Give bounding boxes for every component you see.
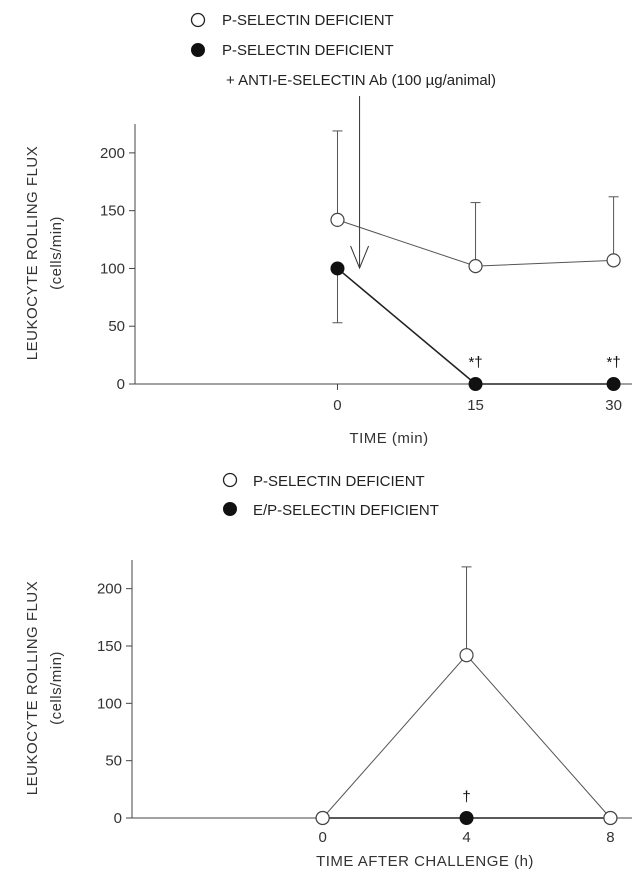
x-tick-label: 4 (462, 829, 470, 846)
panel-b-y-ticks: 0 50 100 150 200 (97, 581, 132, 827)
arrow-head (350, 245, 370, 270)
y-tick-label: 50 (105, 753, 122, 770)
data-point-open (330, 212, 345, 228)
data-point-open (603, 810, 618, 826)
y-tick-label: 200 (97, 581, 122, 598)
panel-a-axes: 0 50 100 150 200 0 15 30 LEUKOCYTE ROLLING FLU… (24, 124, 632, 447)
x-tick-label: 15 (467, 397, 484, 414)
legend-open-circle-icon (190, 12, 206, 28)
y-tick-label: 100 (97, 695, 122, 712)
significance-annotation: † (462, 788, 470, 805)
panel-a-legend: P-SELECTIN DEFICIENT P-SELECTIN DEFICIEN… (190, 12, 496, 89)
data-point-open (315, 810, 330, 826)
data-point-filled (330, 261, 345, 276)
y-tick-label: 150 (97, 638, 122, 655)
panel-b-xlabel: TIME AFTER CHALLENGE (h) (316, 853, 534, 870)
legend-label-2: E/P-SELECTIN DEFICIENT (253, 502, 439, 519)
significance-annotation: *† (468, 354, 482, 371)
data-point-filled (459, 811, 474, 825)
legend-label-1: P-SELECTIN DEFICIENT (222, 12, 394, 29)
data-point-open (606, 253, 621, 268)
panel-b-legend: P-SELECTIN DEFICIENT E/P-SELECTIN DEFICI… (222, 472, 439, 519)
legend-sublabel-2: + ANTI-E-SELECTIN Ab (100 µg/animal) (226, 72, 496, 89)
significance-annotation: *† (606, 354, 620, 371)
panel-a-xlabel: TIME (min) (349, 430, 428, 447)
panel-a-plot: *† *† (330, 96, 621, 391)
x-tick-label: 8 (606, 829, 614, 846)
panel-b-ylabel-units: (cells/min) (48, 651, 65, 725)
y-tick-label: 0 (117, 376, 125, 393)
data-point-open (459, 648, 474, 663)
panel-b-ylabel: LEUKOCYTE ROLLING FLUX (24, 581, 41, 795)
panel-a-ylabel: LEUKOCYTE ROLLING FLUX (24, 146, 41, 360)
data-point-filled (606, 377, 621, 391)
panel-a-y-ticks: 0 50 100 150 200 (100, 145, 135, 393)
x-tick-label: 30 (605, 397, 622, 414)
data-point-open (468, 259, 483, 274)
legend-filled-circle-icon (223, 502, 237, 516)
panel-b-plot: † (315, 566, 618, 826)
legend-filled-circle-icon (191, 43, 205, 57)
x-tick-label: 0 (333, 397, 341, 414)
panel-a-ylabel-units: (cells/min) (48, 216, 65, 290)
legend-label-1: P-SELECTIN DEFICIENT (253, 473, 425, 490)
legend-open-circle-icon (222, 472, 238, 488)
y-tick-label: 0 (114, 810, 122, 827)
y-tick-label: 100 (100, 260, 125, 277)
y-tick-label: 150 (100, 203, 125, 220)
y-tick-label: 50 (108, 318, 125, 335)
y-tick-label: 200 (100, 145, 125, 162)
x-tick-label: 0 (318, 829, 326, 846)
data-point-filled (468, 377, 483, 391)
legend-label-2: P-SELECTIN DEFICIENT (222, 42, 394, 59)
